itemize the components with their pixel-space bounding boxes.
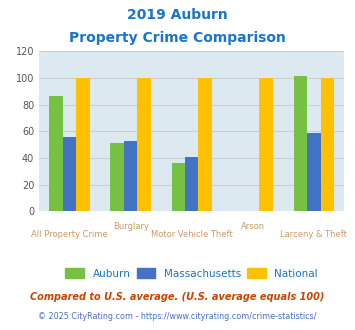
Bar (198, 78, 212, 211)
Text: Motor Vehicle Theft: Motor Vehicle Theft (151, 230, 233, 239)
Bar (294, 77, 307, 211)
Text: Arson: Arson (241, 222, 265, 231)
Bar (63, 137, 76, 211)
Text: All Property Crime: All Property Crime (31, 230, 108, 239)
Bar (321, 78, 334, 211)
Bar (137, 78, 151, 211)
Legend: Auburn, Massachusetts, National: Auburn, Massachusetts, National (61, 264, 322, 283)
Bar (307, 133, 321, 211)
Bar (185, 156, 198, 211)
Text: 2019 Auburn: 2019 Auburn (127, 8, 228, 22)
Text: Larceny & Theft: Larceny & Theft (280, 230, 347, 239)
Text: Property Crime Comparison: Property Crime Comparison (69, 31, 286, 45)
Bar (76, 78, 90, 211)
Text: Burglary: Burglary (113, 222, 149, 231)
Bar (171, 163, 185, 211)
Bar (124, 141, 137, 211)
Text: © 2025 CityRating.com - https://www.cityrating.com/crime-statistics/: © 2025 CityRating.com - https://www.city… (38, 312, 317, 321)
Bar (260, 78, 273, 211)
Bar (110, 143, 124, 211)
Text: Compared to U.S. average. (U.S. average equals 100): Compared to U.S. average. (U.S. average … (30, 292, 325, 302)
Bar (49, 96, 63, 211)
